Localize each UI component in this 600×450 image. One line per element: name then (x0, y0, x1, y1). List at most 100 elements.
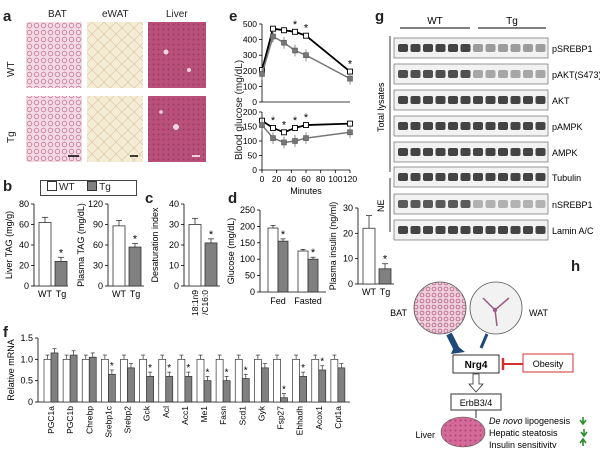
blot-band (498, 173, 508, 181)
histology-wt-liver (148, 22, 206, 88)
blot-band (398, 96, 408, 104)
significance-star: * (59, 247, 64, 259)
blot-band (535, 226, 546, 234)
obesity-box (522, 353, 574, 373)
x-tick-label: 120 (343, 174, 357, 184)
panel-letter-b: b (3, 178, 13, 195)
bar (234, 358, 243, 403)
arrow-down-icon (580, 429, 588, 438)
data-point (259, 71, 265, 77)
y-axis-label: Plasma insulin (ng/ml) (328, 202, 338, 291)
x-tick-label: Fasn (218, 406, 228, 425)
blot-band (498, 70, 508, 78)
significance-star: * (311, 247, 316, 259)
y-tick-label: 1.0 (20, 354, 33, 364)
blot-band (510, 70, 521, 78)
y-tick-label: 30 (169, 220, 179, 230)
model-diagram: BAT WAT Nrg4 Obesity ErbB3/4 Liver De no… (390, 281, 588, 448)
bar (128, 246, 142, 287)
y-tick-label: 0 (98, 281, 103, 291)
blot-band (473, 122, 483, 130)
bar (261, 367, 269, 403)
bar (337, 367, 346, 403)
x-tick-label: PGC1a (46, 406, 56, 434)
blot-band (510, 200, 521, 208)
bar (43, 358, 52, 403)
bar (222, 380, 231, 403)
bar (215, 358, 224, 403)
bat-tissue-image (413, 281, 467, 335)
blot-band (448, 96, 458, 104)
blot-band-label: pAMPK (552, 122, 583, 132)
y-tick-label: 250 (240, 205, 255, 215)
blot-band (473, 148, 483, 156)
panel-letter-e: e (229, 8, 238, 25)
panel-letter-h: h (571, 258, 581, 275)
y-tick-label: 20 (19, 261, 29, 271)
y-tick-label: 300 (243, 50, 257, 60)
y-tick-label: 20 (169, 240, 179, 250)
blot-band (473, 226, 483, 234)
blot-band (435, 173, 446, 181)
y-tick-label: 0 (252, 165, 257, 175)
y-tick-label: 20 (343, 228, 353, 238)
x-tick-label: Acox1 (314, 406, 324, 430)
panel-a-col-label-liver: Liver (166, 9, 188, 20)
bar (88, 356, 97, 403)
x-tick-label: Acc1 (180, 406, 190, 425)
significance-star: * (110, 361, 114, 372)
bar (158, 358, 167, 403)
legend-wt-tg: WT Tg (40, 180, 137, 196)
y-tick-label: 0 (250, 287, 255, 297)
bat-label: BAT (390, 308, 407, 318)
x-tick-label: 80 (316, 174, 326, 184)
blot-band (523, 148, 533, 156)
blot-band (485, 70, 496, 78)
bar (254, 358, 262, 403)
bar (292, 358, 300, 403)
blot-band (510, 122, 521, 130)
data-point (270, 125, 276, 131)
panel-letter-c: c (145, 190, 154, 207)
blot-band (485, 226, 496, 234)
bar (330, 358, 339, 403)
y-tick-label: 60 (93, 240, 103, 250)
blot-band (510, 226, 521, 234)
blot-band (435, 200, 446, 208)
panel-a-row-label-tg: Tg (6, 131, 17, 143)
significance-star: * (320, 357, 324, 368)
y-tick-label: 0 (252, 97, 257, 107)
blot-band (398, 173, 408, 181)
data-point (281, 139, 287, 146)
x-tick-label: WT (362, 287, 376, 297)
x-tick-label: Chrebp (84, 406, 94, 434)
x-axis-label: C18:1n9 (190, 290, 200, 316)
bar (311, 358, 320, 403)
obesity-label: Obesity (533, 359, 564, 369)
bar (177, 358, 186, 403)
blot-band-label: pSREBP1 (552, 44, 593, 54)
data-point (347, 120, 353, 127)
significance-star: * (348, 59, 353, 71)
blot-band-label: AMPK (552, 148, 578, 158)
blot-band (485, 173, 496, 181)
blot-band (535, 70, 546, 78)
blot-band (473, 44, 483, 52)
chart-plasma-insulin: 0 10 20 30 Plasma insulin (ng/ml) WT * Tg (328, 202, 394, 297)
blot-side-ne: NE (376, 199, 386, 212)
blot-strip (393, 37, 549, 59)
blot-band (448, 200, 458, 208)
y-tick-label: 120 (88, 199, 103, 209)
significance-star: * (293, 115, 298, 127)
blot-band (523, 70, 533, 78)
data-point (270, 33, 276, 40)
blot-strip (393, 166, 549, 188)
chart-glucose-fed-fasted: 0 50 100 150 200 250 Glucose (mg/dL) * Fed * Faste… (226, 205, 326, 306)
significance-star: * (225, 367, 229, 378)
bar (81, 358, 90, 403)
bar (184, 376, 193, 403)
y-tick-label: 100 (240, 254, 255, 264)
blot-band (523, 200, 533, 208)
bar (50, 352, 59, 403)
